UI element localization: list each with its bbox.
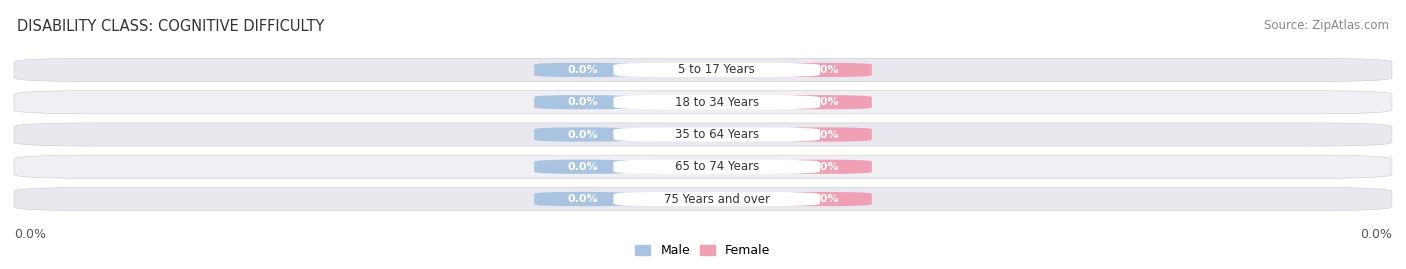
Text: 0.0%: 0.0% bbox=[808, 65, 839, 75]
FancyBboxPatch shape bbox=[775, 192, 872, 206]
FancyBboxPatch shape bbox=[14, 155, 1392, 178]
Text: 0.0%: 0.0% bbox=[1360, 228, 1392, 241]
Text: DISABILITY CLASS: COGNITIVE DIFFICULTY: DISABILITY CLASS: COGNITIVE DIFFICULTY bbox=[17, 19, 325, 34]
FancyBboxPatch shape bbox=[14, 187, 1392, 211]
Text: 0.0%: 0.0% bbox=[567, 65, 598, 75]
Legend: Male, Female: Male, Female bbox=[636, 244, 770, 257]
FancyBboxPatch shape bbox=[775, 63, 872, 77]
Text: 0.0%: 0.0% bbox=[567, 194, 598, 204]
Text: 18 to 34 Years: 18 to 34 Years bbox=[675, 96, 759, 109]
FancyBboxPatch shape bbox=[775, 128, 872, 141]
Text: 5 to 17 Years: 5 to 17 Years bbox=[679, 63, 755, 76]
Text: 75 Years and over: 75 Years and over bbox=[664, 193, 769, 206]
Text: 0.0%: 0.0% bbox=[808, 129, 839, 140]
FancyBboxPatch shape bbox=[613, 160, 820, 174]
Text: 0.0%: 0.0% bbox=[808, 97, 839, 107]
FancyBboxPatch shape bbox=[534, 160, 631, 174]
FancyBboxPatch shape bbox=[613, 128, 820, 141]
FancyBboxPatch shape bbox=[14, 123, 1392, 146]
FancyBboxPatch shape bbox=[534, 192, 631, 206]
FancyBboxPatch shape bbox=[613, 192, 820, 206]
Text: Source: ZipAtlas.com: Source: ZipAtlas.com bbox=[1264, 19, 1389, 32]
FancyBboxPatch shape bbox=[534, 63, 631, 77]
FancyBboxPatch shape bbox=[613, 95, 820, 109]
FancyBboxPatch shape bbox=[534, 128, 631, 141]
FancyBboxPatch shape bbox=[14, 91, 1392, 114]
FancyBboxPatch shape bbox=[775, 95, 872, 109]
FancyBboxPatch shape bbox=[534, 95, 631, 109]
Text: 0.0%: 0.0% bbox=[808, 194, 839, 204]
FancyBboxPatch shape bbox=[775, 160, 872, 174]
Text: 0.0%: 0.0% bbox=[567, 162, 598, 172]
Text: 0.0%: 0.0% bbox=[808, 162, 839, 172]
Text: 0.0%: 0.0% bbox=[567, 97, 598, 107]
FancyBboxPatch shape bbox=[14, 58, 1392, 82]
Text: 65 to 74 Years: 65 to 74 Years bbox=[675, 160, 759, 173]
Text: 35 to 64 Years: 35 to 64 Years bbox=[675, 128, 759, 141]
Text: 0.0%: 0.0% bbox=[14, 228, 46, 241]
FancyBboxPatch shape bbox=[613, 63, 820, 77]
Text: 0.0%: 0.0% bbox=[567, 129, 598, 140]
